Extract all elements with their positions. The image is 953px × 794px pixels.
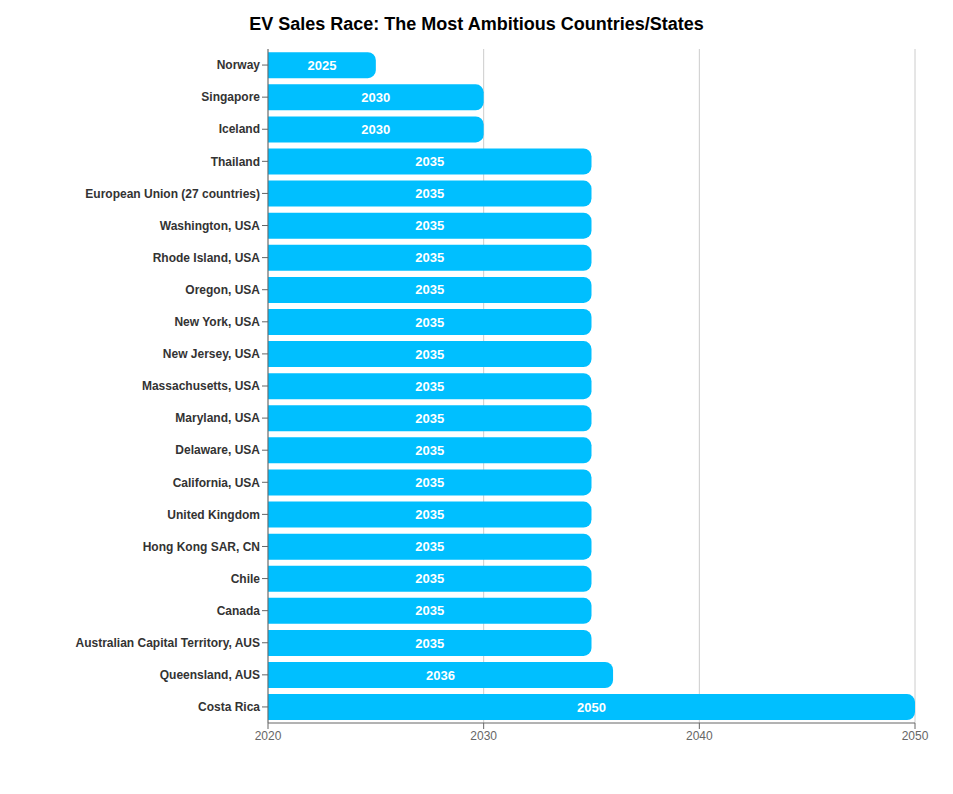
svg-text:2020: 2020 <box>255 729 282 743</box>
svg-text:Maryland, USA: Maryland, USA <box>175 411 260 425</box>
svg-text:Massachusetts, USA: Massachusetts, USA <box>142 379 260 393</box>
svg-text:2035: 2035 <box>415 507 444 522</box>
svg-text:2030: 2030 <box>361 122 390 137</box>
svg-text:2050: 2050 <box>902 729 929 743</box>
svg-text:2035: 2035 <box>415 218 444 233</box>
svg-text:Canada: Canada <box>217 604 261 618</box>
svg-text:California, USA: California, USA <box>173 476 261 490</box>
svg-text:2035: 2035 <box>415 250 444 265</box>
svg-text:2035: 2035 <box>415 636 444 651</box>
svg-text:2035: 2035 <box>415 315 444 330</box>
svg-text:2050: 2050 <box>577 700 606 715</box>
svg-text:2035: 2035 <box>415 282 444 297</box>
svg-text:2035: 2035 <box>415 443 444 458</box>
svg-text:2035: 2035 <box>415 154 444 169</box>
svg-text:2035: 2035 <box>415 411 444 426</box>
svg-text:European Union (27 countries): European Union (27 countries) <box>85 187 260 201</box>
svg-text:Thailand: Thailand <box>211 155 260 169</box>
svg-text:United Kingdom: United Kingdom <box>167 508 260 522</box>
svg-text:Costa Rica: Costa Rica <box>198 700 260 714</box>
svg-text:2035: 2035 <box>415 379 444 394</box>
svg-text:Australian Capital Territory,: Australian Capital Territory, AUS <box>76 636 260 650</box>
svg-text:2030: 2030 <box>470 729 497 743</box>
svg-text:2035: 2035 <box>415 186 444 201</box>
svg-text:Washington, USA: Washington, USA <box>160 219 261 233</box>
svg-text:2040: 2040 <box>686 729 713 743</box>
svg-text:2030: 2030 <box>361 90 390 105</box>
svg-text:2035: 2035 <box>415 475 444 490</box>
svg-text:Iceland: Iceland <box>219 122 260 136</box>
svg-text:Queensland, AUS: Queensland, AUS <box>160 668 260 682</box>
svg-text:Hong Kong SAR, CN: Hong Kong SAR, CN <box>143 540 260 554</box>
svg-text:2035: 2035 <box>415 347 444 362</box>
svg-text:2025: 2025 <box>307 58 336 73</box>
svg-text:Oregon, USA: Oregon, USA <box>185 283 260 297</box>
svg-text:New Jersey, USA: New Jersey, USA <box>163 347 260 361</box>
svg-text:New York, USA: New York, USA <box>174 315 260 329</box>
svg-text:2035: 2035 <box>415 603 444 618</box>
svg-text:Delaware, USA: Delaware, USA <box>175 443 260 457</box>
svg-text:2035: 2035 <box>415 539 444 554</box>
svg-text:Chile: Chile <box>231 572 261 586</box>
svg-text:2036: 2036 <box>426 668 455 683</box>
svg-text:Rhode Island, USA: Rhode Island, USA <box>153 251 261 265</box>
svg-text:2035: 2035 <box>415 571 444 586</box>
svg-text:Singapore: Singapore <box>201 90 260 104</box>
svg-text:Norway: Norway <box>217 58 261 72</box>
html-text:EV Sales Race: The Most Ambiti: EV Sales Race: The Most Ambitious Countr… <box>249 14 704 34</box>
